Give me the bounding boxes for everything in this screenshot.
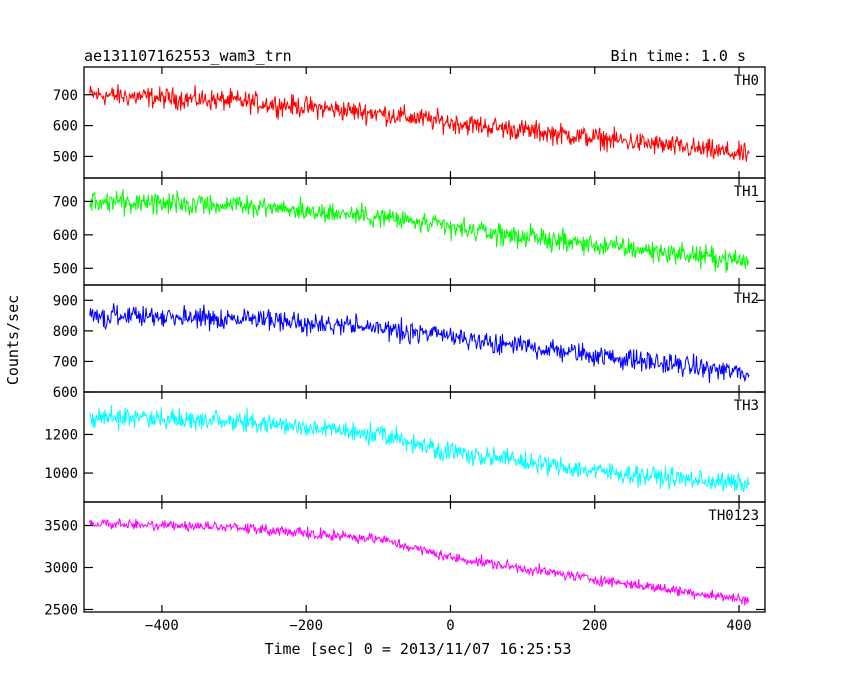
- channel-label-th0123: TH0123: [708, 508, 759, 524]
- x-tick-label: 400: [726, 618, 751, 634]
- panels-group: 500 600 700 TH0 500 600 700 TH1 600 700 800 900 TH2 1…: [44, 66, 766, 618]
- y-tick-label: 3500: [44, 519, 78, 535]
- channel-label-th2: TH2: [734, 291, 759, 307]
- chart-title: ae131107162553_wam3_trn: [84, 47, 292, 65]
- y-tick-label: 1000: [44, 466, 78, 482]
- channel-label-th0: TH0: [734, 73, 759, 89]
- y-tick-label: 1200: [44, 427, 78, 443]
- y-tick-label: 700: [53, 88, 78, 104]
- panel-th0123: 2500 3000 3500 TH0123: [44, 501, 766, 618]
- y-tick-label: 2500: [44, 602, 78, 618]
- y-tick-label: 600: [53, 119, 78, 135]
- x-axis-label: Time [sec] 0 = 2013/11/07 16:25:53: [264, 640, 571, 658]
- y-tick-label: 500: [53, 149, 78, 165]
- y-axis-label: Counts/sec: [4, 295, 22, 385]
- channel-label-th3: TH3: [734, 398, 759, 414]
- series-th0-line: [89, 84, 750, 163]
- y-tick-label: 3000: [44, 560, 78, 576]
- series-th1-line: [89, 188, 750, 273]
- series-th0123-line: [89, 518, 750, 606]
- x-tick-label: −400: [145, 618, 179, 634]
- y-tick-label: 700: [53, 194, 78, 210]
- y-tick-label: 600: [53, 228, 78, 244]
- panel-th3: 1000 1200 TH3: [44, 391, 766, 503]
- panel-frame: [83, 66, 766, 179]
- x-tick-label: 200: [582, 618, 607, 634]
- y-tick-label: 900: [53, 293, 78, 309]
- panel-th0: 500 600 700 TH0: [53, 66, 766, 179]
- y-tick-label: 800: [53, 324, 78, 340]
- panel-frame: [83, 391, 766, 503]
- panel-th1: 500 600 700 TH1: [53, 177, 766, 286]
- panel-frame: [83, 177, 766, 286]
- y-tick-label: 700: [53, 354, 78, 370]
- channel-label-th1: TH1: [734, 184, 759, 200]
- panel-frame: [83, 284, 766, 393]
- series-th2-line: [89, 303, 750, 383]
- series-th3-line: [89, 405, 750, 493]
- x-tick-label: 0: [446, 618, 454, 634]
- y-tick-label: 600: [53, 385, 78, 401]
- panel-frame: [83, 501, 766, 613]
- bin-time-label: Bin time: 1.0 s: [611, 47, 746, 65]
- panel-th2: 600 700 800 900 TH2: [53, 284, 766, 401]
- y-tick-label: 500: [53, 261, 78, 277]
- x-tick-label: −200: [289, 618, 323, 634]
- x-axis: −400 −200 0 200 400: [145, 618, 752, 634]
